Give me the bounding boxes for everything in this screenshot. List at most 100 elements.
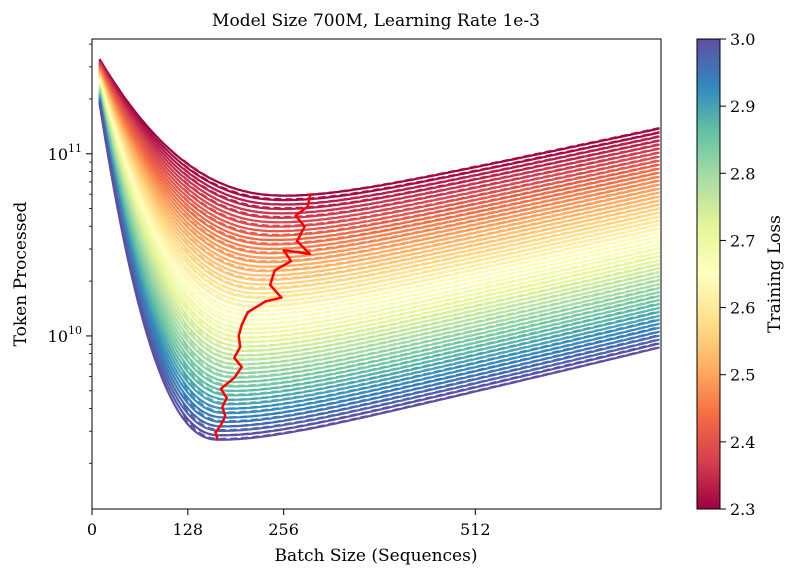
loss-curve [98, 83, 660, 335]
loss-curve-dashed [182, 310, 660, 401]
loss-curve-dashed [182, 159, 660, 233]
colorbar-tick-label: 2.5 [730, 366, 755, 385]
optimal-path-point [220, 388, 222, 390]
optimal-path-point [226, 397, 228, 399]
loss-curve-dashed [182, 135, 660, 206]
colorbar-tick-label: 2.6 [730, 299, 755, 318]
optimal-path-point [296, 240, 298, 242]
colorbar-tick-label: 2.8 [730, 164, 755, 183]
loss-curve [98, 78, 660, 308]
optimal-path-point [303, 225, 306, 228]
loss-curve-dashed [182, 230, 660, 312]
loss-curve-dashed [182, 143, 660, 215]
loss-curve [98, 86, 660, 353]
optimal-path-point [269, 284, 272, 286]
colorbar [696, 38, 721, 510]
loss-curve-dashed [182, 183, 660, 259]
colorbar-tick-label: 3.0 [730, 30, 755, 49]
loss-curve-dashed [182, 191, 660, 268]
loss-curve-dashed [182, 278, 660, 366]
colorbar-tick-label: 2.9 [730, 97, 755, 116]
x-axis-ticks: 0 128 256 512 [87, 509, 491, 539]
y-axis-ticks: 1010 1011 [48, 43, 92, 464]
loss-curve-dashed [182, 286, 660, 375]
colorbar-ticks: 2.3 2.4 2.5 2.6 2.7 2.8 2.9 3.0 [720, 30, 755, 519]
y-axis-title: Token Processed [11, 202, 31, 347]
loss-curve [98, 72, 660, 273]
optimal-path-point [294, 214, 297, 217]
loss-curve [98, 62, 660, 219]
loss-curve-dashed [182, 302, 660, 392]
loss-curve-dashed [182, 175, 660, 250]
loss-curve [98, 65, 660, 237]
loss-curve [98, 88, 660, 361]
optimal-path-point [224, 415, 227, 417]
y-tick-label: 1011 [48, 142, 82, 164]
optimal-path-point [221, 406, 224, 408]
optimal-path-point [280, 296, 283, 299]
colorbar-tick-label: 2.4 [730, 433, 755, 452]
loss-curve-dashed [182, 206, 660, 286]
loss-curve-dashed [182, 262, 660, 348]
loss-curve [98, 99, 660, 424]
y-tick-label: 1010 [48, 324, 82, 346]
loss-curve [98, 97, 660, 415]
optimal-path-point [214, 431, 217, 434]
optimal-path-point [233, 357, 236, 359]
loss-curve-dashed [182, 294, 660, 384]
colorbar-tick-label: 2.7 [730, 231, 755, 250]
optimal-path-point [290, 260, 292, 263]
optimal-path-point [233, 377, 236, 379]
loss-curve-dashed [182, 326, 660, 419]
loss-curve-dashed [182, 254, 660, 339]
optimal-path-point [237, 335, 240, 337]
optimal-path-point [220, 424, 222, 427]
loss-curve [98, 102, 660, 441]
loss-curve [98, 67, 660, 246]
optimal-path-point [309, 193, 312, 195]
chart-title: Model Size 700M, Learning Rate 1e-3 [212, 11, 540, 31]
loss-curve [98, 80, 660, 317]
optimal-path-point [240, 366, 243, 368]
loss-curve [98, 76, 660, 299]
optimal-path-point [282, 249, 285, 252]
loss-curve [98, 101, 660, 432]
optimal-path-point [264, 300, 267, 303]
loss-curve-dashed [182, 246, 660, 330]
loss-curve [98, 60, 660, 211]
curves-layer [98, 58, 660, 441]
loss-curve-dashed [182, 238, 660, 321]
loss-curve [98, 85, 660, 344]
optimal-path-point [240, 324, 243, 326]
optimal-path-point [217, 439, 219, 441]
loss-curve [98, 73, 660, 282]
loss-curve-dashed [182, 199, 660, 277]
colorbar-tick-label: 2.3 [730, 500, 755, 519]
optimal-path-point [246, 311, 249, 314]
loss-curve [98, 96, 660, 406]
loss-curve-dashed [182, 127, 660, 197]
colorbar-label: Training Loss [765, 215, 785, 333]
loss-curve-dashed [182, 270, 660, 357]
loss-curve [98, 81, 660, 326]
loss-curve [98, 89, 660, 370]
loss-curve [98, 70, 660, 264]
loss-curve [98, 64, 660, 228]
loss-curve [98, 94, 660, 397]
x-tick-label: 256 [268, 520, 299, 539]
optimal-path-point [273, 269, 276, 272]
loss-curve-dashed [182, 341, 660, 437]
loss-curve-dashed [182, 167, 660, 241]
loss-curve-dashed [182, 151, 660, 224]
loss-curve [98, 68, 660, 255]
loss-curve-dashed [182, 318, 660, 410]
optimal-path-point [239, 346, 241, 348]
x-tick-label: 128 [173, 520, 204, 539]
optimal-path-point [306, 205, 309, 208]
optimal-path-point [309, 253, 311, 255]
loss-curve-dashed [182, 333, 660, 428]
optimal-path-line [214, 193, 312, 441]
loss-curve-dashed [182, 214, 660, 295]
loss-curve [98, 92, 660, 388]
